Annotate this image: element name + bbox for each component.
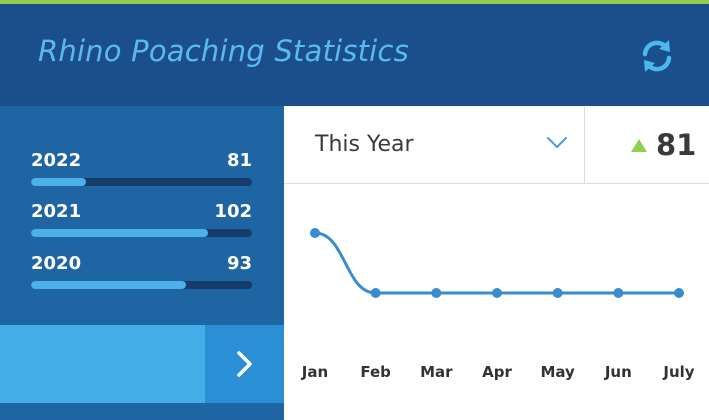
total-value: 81 bbox=[656, 128, 697, 162]
progress-fill bbox=[31, 229, 208, 237]
x-tick-label: Jun bbox=[604, 363, 632, 381]
chevron-down-icon bbox=[547, 137, 567, 148]
stats-sidebar: 2022 81 2021 102 2020 93 bbox=[0, 106, 284, 420]
range-select[interactable]: This Year bbox=[284, 106, 584, 184]
next-button[interactable] bbox=[205, 325, 284, 403]
chart-svg: Jan Feb Mar Apr May Jun July bbox=[301, 228, 695, 381]
stat-row-2021: 2021 102 bbox=[31, 201, 252, 241]
line-chart: Jan Feb Mar Apr May Jun July bbox=[284, 185, 709, 420]
data-point-feb[interactable] bbox=[370, 288, 381, 298]
progress-track bbox=[31, 281, 252, 289]
triangle-up-icon bbox=[631, 139, 647, 152]
x-tick-label: May bbox=[540, 363, 575, 381]
chevron-right-icon bbox=[237, 351, 252, 377]
stat-value: 81 bbox=[226, 150, 252, 171]
x-tick-label: Jan bbox=[301, 363, 328, 381]
x-tick-label: July bbox=[662, 363, 694, 381]
data-point-apr[interactable] bbox=[492, 288, 502, 298]
x-tick-label: Feb bbox=[360, 363, 391, 381]
stat-year: 2020 bbox=[31, 253, 82, 274]
data-point-jun[interactable] bbox=[613, 288, 624, 298]
sidebar-footer bbox=[0, 403, 284, 420]
range-select-value: This Year bbox=[315, 132, 414, 157]
progress-track bbox=[31, 229, 252, 237]
accent-strip bbox=[0, 0, 709, 4]
header: Rhino Poaching Statistics bbox=[0, 4, 709, 106]
data-point-may[interactable] bbox=[552, 288, 563, 298]
data-point-mar[interactable] bbox=[431, 288, 442, 298]
total-summary: 81 bbox=[584, 106, 709, 184]
progress-track bbox=[31, 178, 252, 186]
stat-year: 2021 bbox=[31, 201, 82, 222]
more-strip bbox=[0, 325, 284, 403]
stat-value: 102 bbox=[214, 201, 252, 222]
refresh-icon[interactable] bbox=[638, 37, 676, 75]
page-title: Rhino Poaching Statistics bbox=[38, 34, 409, 68]
stat-value: 93 bbox=[226, 253, 252, 274]
stat-row-2022: 2022 81 bbox=[31, 150, 252, 190]
stat-row-2020: 2020 93 bbox=[31, 253, 252, 293]
series-line bbox=[314, 231, 679, 295]
stat-year: 2022 bbox=[31, 150, 82, 171]
data-point-july[interactable] bbox=[674, 288, 684, 298]
progress-fill bbox=[31, 178, 87, 186]
x-tick-label: Mar bbox=[420, 363, 453, 381]
data-point-jan[interactable] bbox=[310, 228, 320, 238]
x-tick-label: Apr bbox=[482, 363, 512, 381]
progress-fill bbox=[31, 281, 186, 289]
